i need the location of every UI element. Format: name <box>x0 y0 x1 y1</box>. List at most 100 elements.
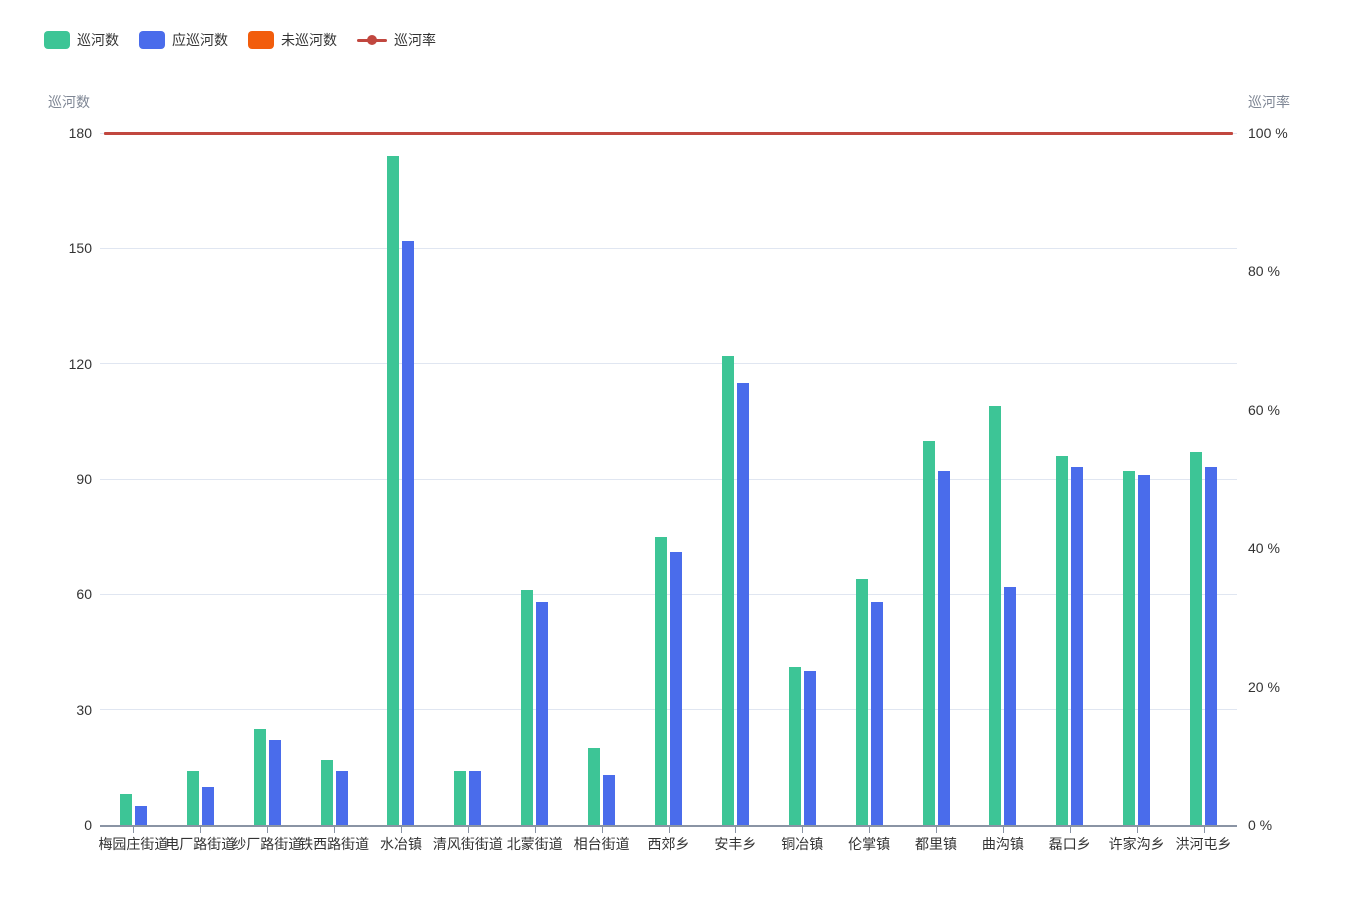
bar-巡河数-西郊乡[interactable] <box>655 536 667 825</box>
bar-应巡河数-安丰乡[interactable] <box>736 382 749 825</box>
x-axis-label: 都里镇 <box>915 836 958 852</box>
gridline <box>100 593 1237 595</box>
bar-巡河数-相台街道[interactable] <box>588 748 601 825</box>
x-axis-label: 电厂路街道 <box>165 836 236 852</box>
x-axis-tick <box>467 827 469 833</box>
legend-bar-swatch-icon <box>44 31 70 49</box>
bar-应巡河数-洪河屯乡[interactable] <box>1205 467 1218 825</box>
bar-巡河数-都里镇[interactable] <box>922 440 935 825</box>
gridline <box>100 478 1237 480</box>
y-axis-label-right: 80 % <box>1248 263 1280 280</box>
x-axis-tick <box>267 827 269 833</box>
y-axis-label-left: 30 <box>76 701 92 718</box>
bar-应巡河数-电厂路街道[interactable] <box>201 786 214 825</box>
x-axis-tick <box>334 827 336 833</box>
x-axis-label: 清风街街道 <box>432 836 503 852</box>
bar-巡河数-梅园庄街道[interactable] <box>119 794 132 825</box>
bar-巡河数-电厂路街道[interactable] <box>186 771 199 825</box>
x-axis-label: 梅园庄街道 <box>98 836 169 852</box>
y-axis-label-left: 180 <box>68 125 92 141</box>
legend-line-dot <box>367 35 377 45</box>
x-axis-tick <box>936 827 938 833</box>
legend-label: 巡河率 <box>394 32 436 48</box>
bar-巡河数-伦掌镇[interactable] <box>855 578 868 825</box>
x-axis-tick <box>1203 827 1205 833</box>
bar-巡河数-纱厂路街道[interactable] <box>253 728 266 825</box>
legend-item-2[interactable]: 应巡河数 <box>139 31 228 49</box>
x-axis-tick <box>802 827 804 833</box>
y-axis-label-right: 60 % <box>1248 401 1280 418</box>
bar-应巡河数-水冶镇[interactable] <box>402 240 415 825</box>
legend-item-4[interactable]: 巡河率 <box>357 31 436 49</box>
bar-巡河数-安丰乡[interactable] <box>721 355 734 825</box>
legend-label: 未巡河数 <box>281 32 337 48</box>
x-axis-label: 铜冶镇 <box>781 836 824 852</box>
x-axis-label: 水冶镇 <box>379 836 422 852</box>
left-axis-title: 巡河数 <box>48 94 90 110</box>
x-axis-tick <box>200 827 202 833</box>
x-axis-label: 铁西路街道 <box>299 836 370 852</box>
x-axis-tick <box>1002 827 1004 833</box>
y-axis-label-left: 0 <box>84 817 92 833</box>
bar-应巡河数-纱厂路街道[interactable] <box>268 740 281 825</box>
legend-bar-swatch-icon <box>139 31 165 49</box>
gridline <box>100 363 1237 365</box>
bar-巡河数-曲沟镇[interactable] <box>989 405 1002 825</box>
bar-应巡河数-相台街道[interactable] <box>603 775 616 825</box>
bar-应巡河数-西郊乡[interactable] <box>670 552 682 825</box>
right-axis-title: 巡河率 <box>1248 94 1290 110</box>
bar-应巡河数-许家沟乡[interactable] <box>1138 475 1151 825</box>
x-axis-label: 相台街道 <box>573 836 630 852</box>
bar-应巡河数-伦掌镇[interactable] <box>870 602 883 825</box>
x-axis-label: 伦掌镇 <box>848 836 891 852</box>
bar-应巡河数-梅园庄街道[interactable] <box>134 805 147 825</box>
x-axis-tick <box>534 827 536 833</box>
bar-巡河数-磊口乡[interactable] <box>1056 455 1069 825</box>
legend-item-3[interactable]: 未巡河数 <box>248 31 337 49</box>
bar-应巡河数-铜冶镇[interactable] <box>803 671 816 825</box>
x-axis-label: 洪河屯乡 <box>1175 836 1232 852</box>
bar-巡河数-洪河屯乡[interactable] <box>1190 452 1203 825</box>
y-axis-label-left: 120 <box>68 355 92 372</box>
x-axis-label: 安丰乡 <box>714 836 757 852</box>
legend-label: 巡河数 <box>77 32 119 48</box>
bar-应巡河数-北蒙街道[interactable] <box>536 602 549 825</box>
bar-巡河数-许家沟乡[interactable] <box>1123 471 1136 825</box>
bar-巡河数-铜冶镇[interactable] <box>788 667 801 825</box>
x-axis-line <box>100 825 1237 827</box>
x-axis-tick <box>133 827 135 833</box>
x-axis-tick <box>735 827 737 833</box>
x-axis-tick <box>400 827 402 833</box>
legend-line-marker-icon <box>357 31 387 49</box>
bar-巡河数-铁西路街道[interactable] <box>320 759 333 825</box>
x-axis-label: 西郊乡 <box>647 836 690 852</box>
bar-应巡河数-铁西路街道[interactable] <box>335 771 348 825</box>
x-axis-label: 磊口乡 <box>1048 836 1091 852</box>
rate-line-series[interactable] <box>104 131 1233 135</box>
legend-bar-swatch-icon <box>248 31 274 49</box>
x-axis-tick <box>1136 827 1138 833</box>
bar-应巡河数-清风街街道[interactable] <box>469 771 482 825</box>
x-axis-tick <box>601 827 603 833</box>
y-axis-label-right: 40 % <box>1248 540 1280 557</box>
legend-item-1[interactable]: 巡河数 <box>44 31 119 49</box>
gridline <box>100 709 1237 711</box>
y-axis-label-right: 20 % <box>1248 678 1280 695</box>
y-axis-label-left: 90 <box>76 471 92 487</box>
bar-应巡河数-磊口乡[interactable] <box>1071 467 1084 825</box>
bar-应巡河数-都里镇[interactable] <box>937 471 950 825</box>
bar-巡河数-水冶镇[interactable] <box>387 156 400 825</box>
bar-应巡河数-曲沟镇[interactable] <box>1004 586 1017 825</box>
x-axis-label: 曲沟镇 <box>981 836 1024 852</box>
bar-巡河数-北蒙街道[interactable] <box>521 590 534 825</box>
x-axis-tick <box>869 827 871 833</box>
x-axis-label: 北蒙街道 <box>506 836 563 852</box>
bar-巡河数-清风街街道[interactable] <box>454 771 467 825</box>
y-axis-label-left: 150 <box>68 240 92 257</box>
y-axis-label-right: 0 % <box>1248 817 1273 833</box>
x-axis-label: 纱厂路街道 <box>232 836 303 852</box>
gridline <box>100 247 1237 249</box>
x-axis-tick <box>668 827 670 833</box>
y-axis-label-left: 60 <box>76 586 92 603</box>
